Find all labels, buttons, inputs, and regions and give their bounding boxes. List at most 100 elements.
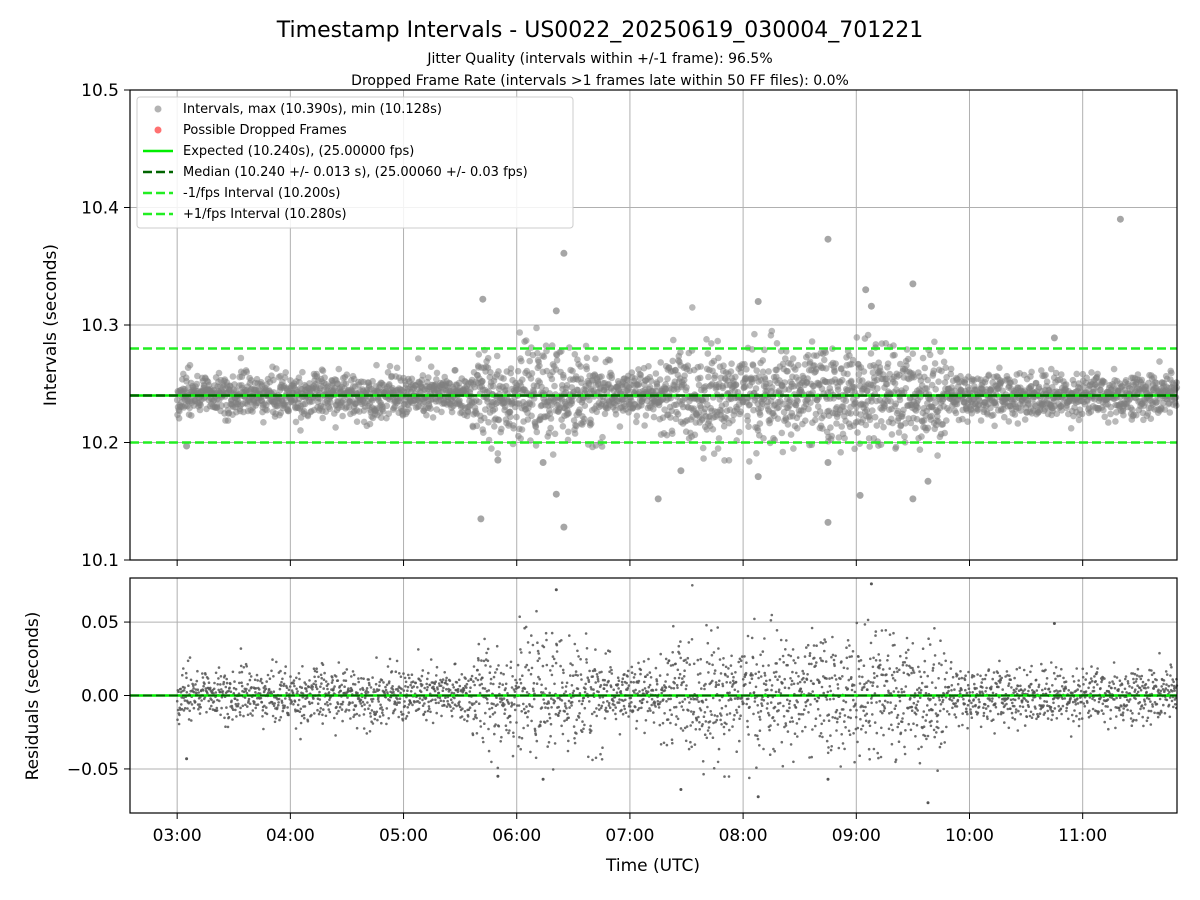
residual-point — [618, 733, 622, 736]
interval-point — [736, 428, 743, 436]
residual-point — [654, 705, 657, 708]
residual-point — [578, 712, 581, 715]
residual-point — [706, 641, 710, 645]
residual-point — [547, 701, 550, 705]
residual-point — [694, 728, 698, 731]
residual-point — [439, 699, 443, 702]
residual-point — [579, 657, 582, 661]
interval-point — [744, 417, 751, 424]
residual-point — [220, 706, 223, 710]
residual-point — [277, 703, 280, 707]
residual-point — [505, 698, 509, 702]
residual-point — [400, 687, 403, 691]
residual-point — [663, 712, 666, 715]
residual-point — [685, 684, 688, 687]
residual-point — [180, 707, 184, 711]
residual-point — [333, 685, 336, 688]
residual-point — [689, 740, 692, 744]
residual-point — [521, 689, 524, 693]
residual-point — [621, 683, 624, 686]
residual-point — [193, 700, 197, 704]
interval-point — [635, 380, 643, 388]
residual-point — [347, 709, 351, 712]
residual-point — [452, 707, 455, 710]
residual-point — [555, 650, 559, 653]
residual-point — [370, 720, 373, 723]
residual-point — [557, 711, 561, 715]
residual-point — [407, 703, 411, 706]
residual-point — [696, 658, 700, 662]
residual-point — [540, 683, 543, 687]
interval-point — [1101, 378, 1108, 386]
residual-point — [406, 706, 410, 709]
residual-point — [451, 683, 455, 686]
residual-point — [468, 690, 472, 693]
interval-point — [822, 365, 830, 372]
residual-point — [743, 655, 746, 658]
residual-point — [739, 665, 743, 668]
residual-point — [497, 664, 500, 667]
residual-point — [721, 682, 724, 686]
residual-point — [720, 706, 724, 710]
residual-point — [238, 711, 242, 714]
interval-point — [931, 338, 938, 346]
residual-point — [320, 682, 323, 685]
residual-point — [588, 669, 591, 673]
interval-point — [642, 412, 650, 419]
interval-point — [526, 357, 533, 365]
residual-point — [292, 679, 296, 682]
residual-point — [242, 714, 245, 718]
residual-point — [682, 708, 685, 712]
interval-point — [846, 352, 853, 359]
residual-point — [670, 738, 674, 741]
residual-point — [330, 681, 334, 684]
residual-point — [623, 707, 626, 711]
interval-point — [425, 374, 432, 381]
residual-point — [343, 671, 347, 674]
residual-point — [322, 678, 326, 681]
residual-point — [338, 706, 342, 709]
residual-point — [407, 673, 410, 677]
residual-point — [313, 712, 316, 715]
interval-point — [702, 395, 710, 403]
residual-point — [179, 687, 182, 691]
residual-point — [674, 662, 677, 666]
residual-point — [398, 672, 401, 675]
residual-point — [701, 701, 705, 704]
interval-point — [725, 457, 733, 464]
residual-point — [474, 713, 477, 717]
residual-point — [460, 673, 464, 676]
residual-point — [316, 708, 319, 712]
interval-point — [703, 336, 710, 343]
residual-point — [285, 691, 288, 695]
residual-point — [359, 698, 363, 702]
residual-point — [362, 677, 365, 680]
interval-point — [732, 373, 739, 381]
residual-point — [534, 756, 538, 760]
interval-point — [878, 418, 885, 425]
residual-point — [597, 690, 600, 694]
interval-point — [513, 413, 520, 421]
residual-point — [279, 684, 283, 687]
residual-point — [418, 697, 422, 700]
residual-point — [386, 665, 390, 668]
interval-point — [867, 350, 875, 357]
interval-point — [805, 405, 812, 413]
interval-point — [385, 410, 393, 418]
residual-point — [559, 664, 562, 668]
residual-point — [629, 709, 632, 712]
interval-point — [386, 362, 394, 370]
residual-point — [616, 676, 620, 679]
interval-point — [379, 408, 387, 415]
residual-point — [643, 687, 647, 690]
residual-point — [305, 696, 309, 700]
interval-point — [943, 417, 950, 424]
interval-point — [606, 357, 614, 364]
interval-point — [296, 379, 303, 386]
residual-point — [634, 688, 637, 692]
residual-point — [682, 675, 686, 678]
interval-point — [827, 424, 834, 431]
interval-point — [1043, 378, 1051, 386]
residual-point — [518, 678, 522, 681]
residual-point — [716, 714, 719, 718]
